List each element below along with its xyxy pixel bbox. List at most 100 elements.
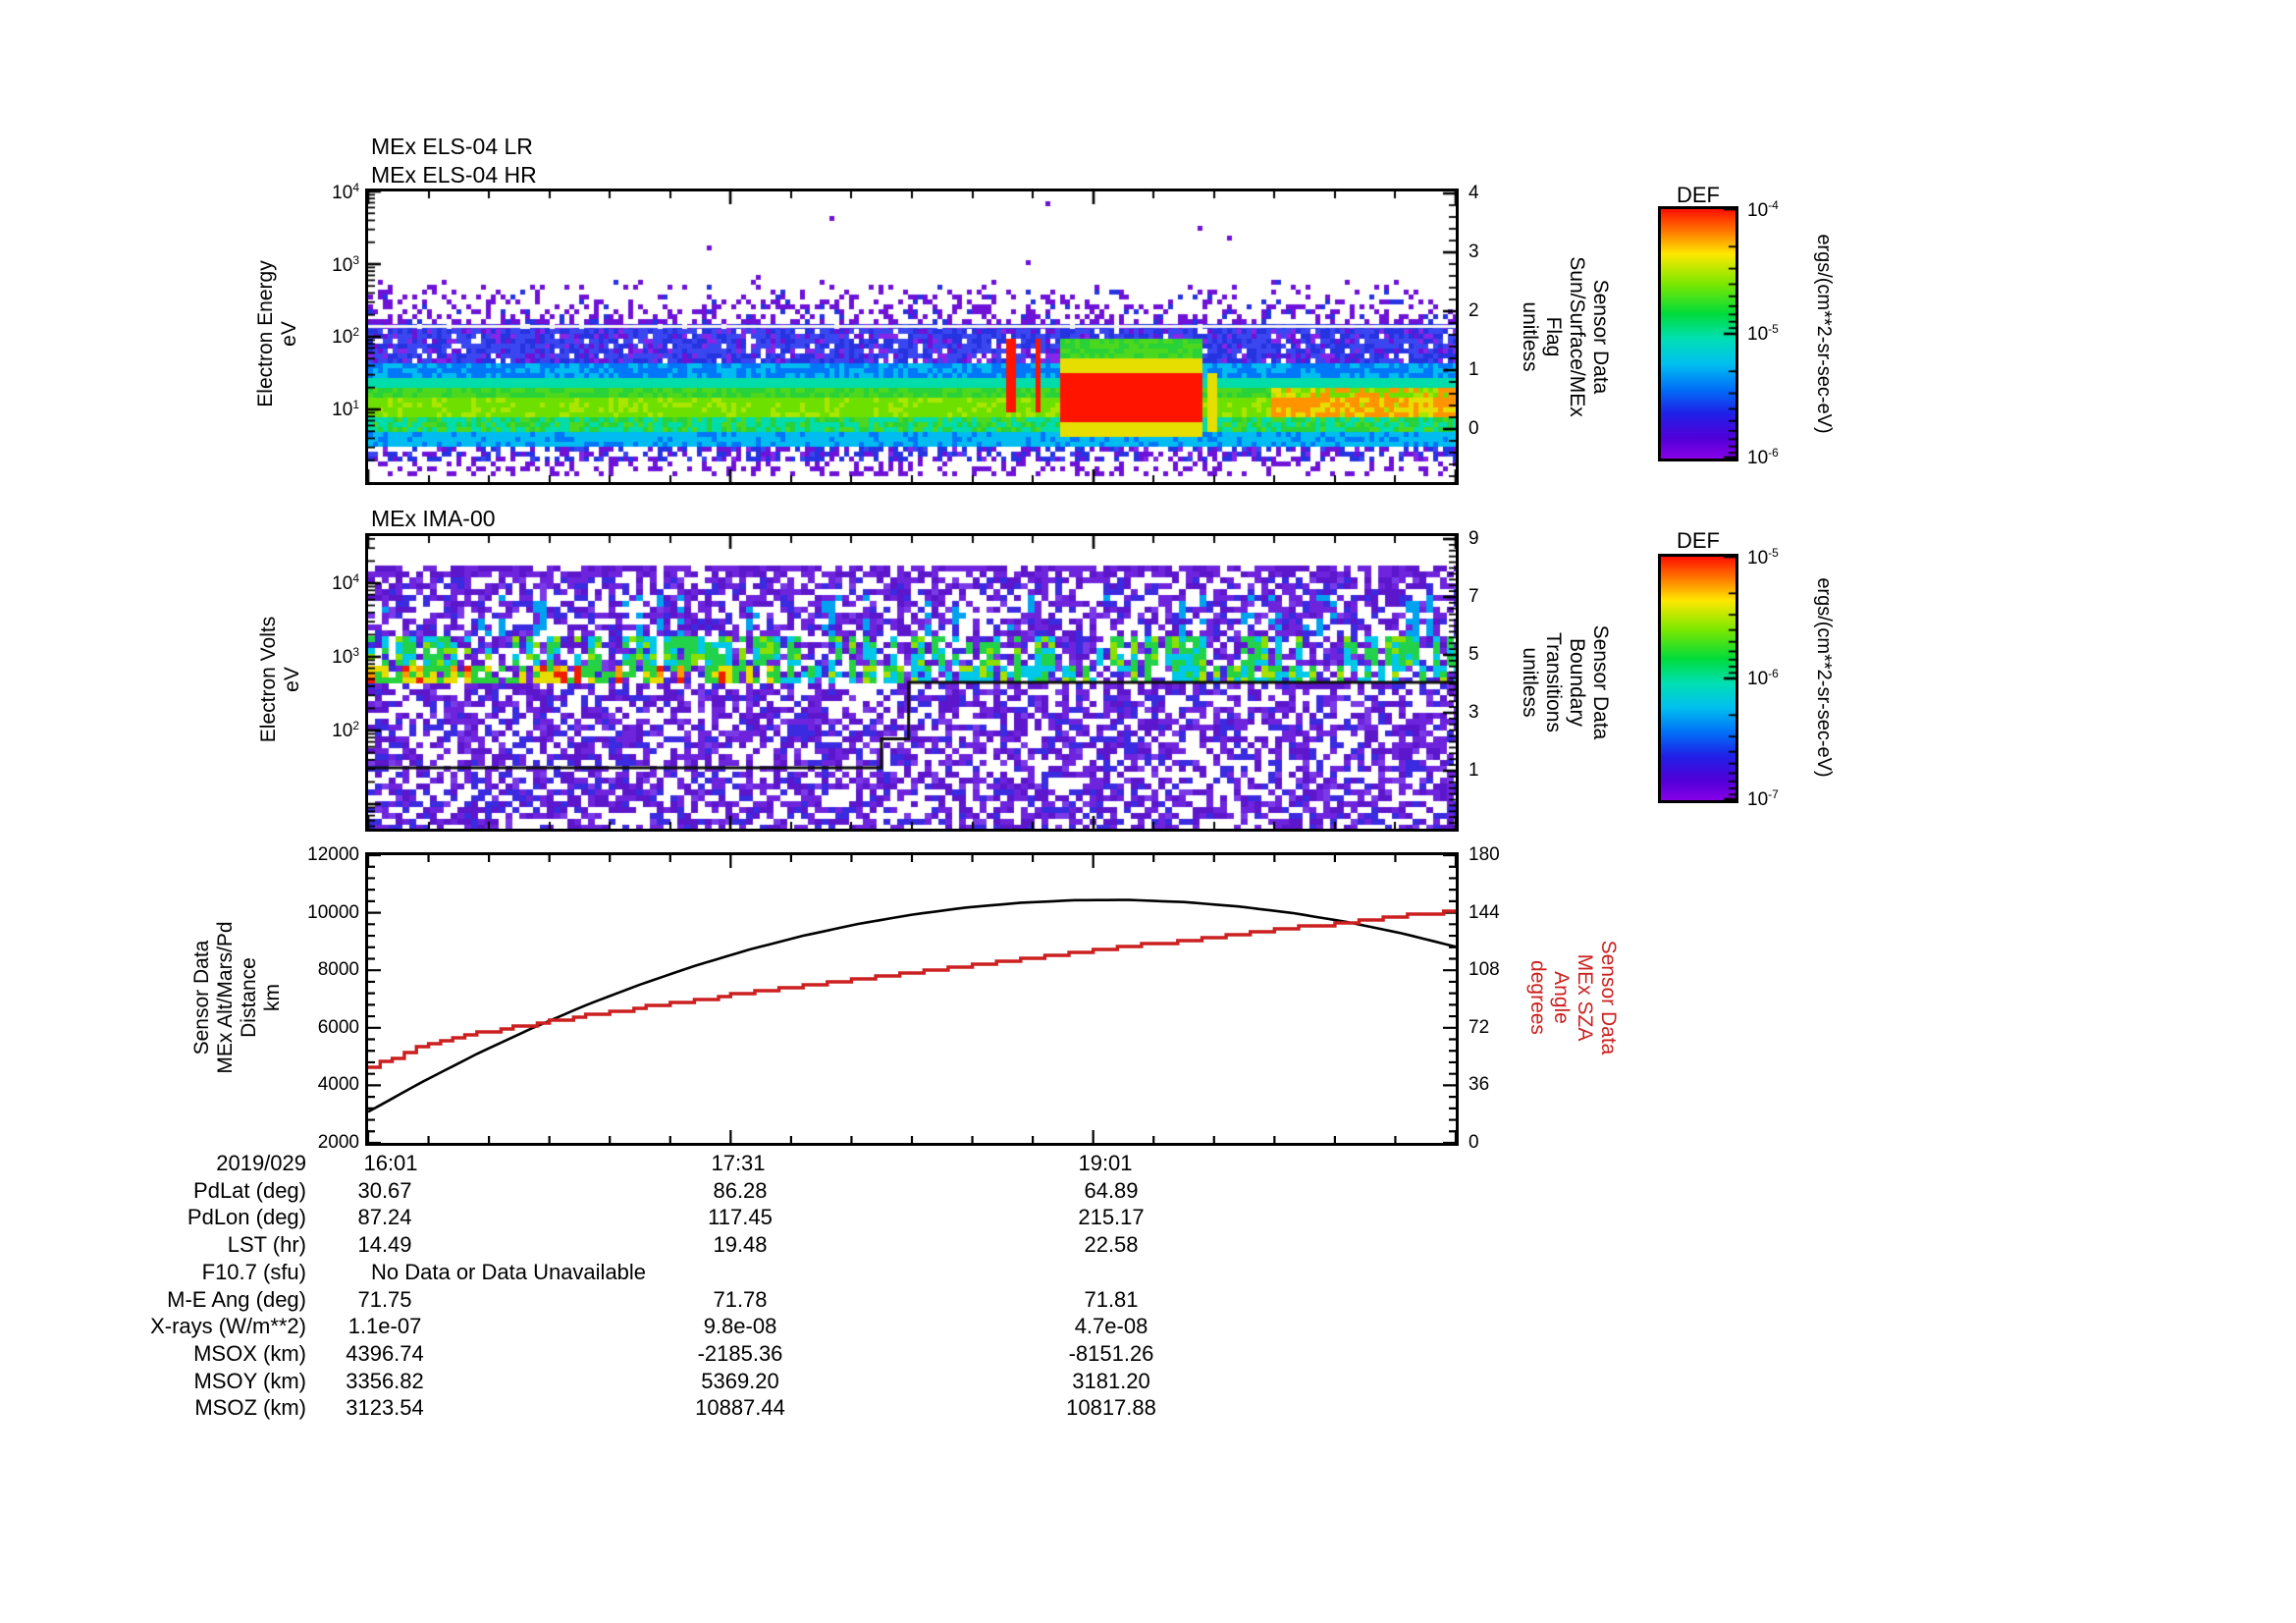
cell: 4.7e-08 [1074,1314,1148,1338]
panel3-raxis-label: Sensor Data MEx SZA Angle degrees [1525,904,1620,1091]
no-data-message: No Data or Data Unavailable [371,1260,647,1284]
row-label-lst: LST (hr) [227,1232,306,1257]
cell: 1.1e-07 [347,1314,422,1338]
panel3-rtick-108: 108 [1468,959,1500,980]
cell: 71.78 [713,1287,768,1312]
panel2-ytick-1e2: 102 [332,718,359,742]
panel2-raxis-label: Sensor Data Boundary Transitions unitles… [1518,589,1612,776]
cell: 4396.74 [346,1341,424,1366]
cell: 14.49 [357,1232,412,1257]
panel2-rtick-7: 7 [1468,586,1479,607]
panel1-raxis-line3: Flag [1542,316,1565,357]
table-row: PdLon (deg) 87.24 117.45 215.17 [0,1205,1669,1230]
cell: 3356.82 [346,1369,424,1393]
row-label-f107: F10.7 (sfu) [201,1260,306,1284]
altitude-sza-plot [365,852,1459,1146]
panel1-raxis-line2: Sun/Surface/MEx [1566,256,1588,417]
panel2-title: MEx IMA-00 [371,506,496,531]
row-label-meang: M-E Ang (deg) [167,1287,306,1312]
els-spectrogram [365,189,1459,485]
colorbar2-tick-top: 10-5 [1747,545,1779,569]
colorbar1-tick-top: 10-4 [1747,197,1779,222]
colorbar2-title: DEF [1677,528,1720,553]
panel3-rtick-0: 0 [1468,1132,1479,1153]
panel3-raxis-line4: degrees [1526,960,1549,1035]
panel3-yaxis-line3: Distance [238,957,260,1038]
colorbar1-title: DEF [1677,183,1720,207]
cell: 64.89 [1084,1178,1139,1203]
cell: 22.58 [1084,1232,1139,1257]
panel3-ytick-8000: 8000 [317,959,359,980]
panel1-rtick-2: 2 [1468,300,1479,321]
panel2-rtick-1: 1 [1468,760,1479,781]
table-row: F10.7 (sfu) No Data or Data Unavailable [0,1260,1669,1285]
row-label-date: 2019/029 [216,1151,306,1175]
panel3-raxis-line1: Sensor Data [1597,940,1620,1055]
time-tick-3: 19:01 [1078,1151,1133,1175]
panel3-yaxis-line2: MEx Alt/Mars/Pd [214,921,237,1074]
panel2-raxis-line2: Boundary [1566,638,1588,727]
panel1-ytick-1e3: 103 [332,252,359,277]
colorbar1-gradient [1658,206,1738,461]
panel3-ytick-12000: 12000 [307,844,359,865]
cell: 3181.20 [1072,1369,1150,1393]
table-row: LST (hr) 14.49 19.48 22.58 [0,1232,1669,1258]
panel2-rtick-5: 5 [1468,644,1479,665]
row-label-msoz: MSOZ (km) [194,1395,306,1420]
panel1-raxis-line4: unitless [1519,301,1541,372]
panel3-yaxis-line4: km [261,984,284,1011]
panel3-ytick-6000: 6000 [317,1017,359,1038]
panel3-ytick-2000: 2000 [317,1132,359,1153]
cell: 3123.54 [346,1395,424,1420]
cell: 30.67 [357,1178,412,1203]
table-row: PdLat (deg) 30.67 86.28 64.89 [0,1178,1669,1204]
panel1-rtick-0: 0 [1468,418,1479,439]
panel3-ytick-10000: 10000 [307,902,359,923]
panel3-raxis-line3: Angle [1550,971,1573,1024]
time-tick-2: 17:31 [711,1151,766,1175]
table-row: M-E Ang (deg) 71.75 71.78 71.81 [0,1287,1669,1313]
colorbar1-unit-label: ergs/(cm**2-sr-sec-eV) [1813,234,1835,434]
colorbar2-gradient [1658,554,1738,803]
ima-spectrogram [365,533,1459,832]
cell: 71.81 [1084,1287,1139,1312]
table-row: X-rays (W/m**2) 1.1e-07 9.8e-08 4.7e-08 [0,1314,1669,1339]
cell: 117.45 [708,1205,773,1229]
panel1-rtick-3: 3 [1468,242,1479,262]
cell: -8151.26 [1068,1341,1154,1366]
row-label-pdlon: PdLon (deg) [187,1205,306,1229]
colorbar2-tick-bot: 10-7 [1747,786,1779,811]
cell: -2185.36 [697,1341,783,1366]
table-row: 2019/029 16:01 17:31 19:01 [0,1151,1669,1176]
time-tick-1: 16:01 [363,1151,418,1175]
panel2-rtick-3: 3 [1468,702,1479,723]
panel3-ytick-4000: 4000 [317,1074,359,1095]
cell: 86.28 [713,1178,768,1203]
panel3-raxis-line2: MEx SZA [1574,953,1596,1042]
panel2-raxis-line1: Sensor Data [1589,624,1612,740]
panel1-raxis-line1: Sensor Data [1589,279,1612,395]
table-row: MSOY (km) 3356.82 5369.20 3181.20 [0,1369,1669,1394]
panel1-ytick-1e4: 104 [332,180,359,204]
colorbar1-tick-bot: 10-6 [1747,445,1779,469]
panel3-yaxis-line1: Sensor Data [190,940,213,1055]
cell: 9.8e-08 [703,1314,777,1338]
panel1-title-hr: MEx ELS-04 HR [371,162,537,188]
panel2-rtick-9: 9 [1468,528,1479,549]
panel3-rtick-72: 72 [1468,1017,1490,1038]
row-label-msoy: MSOY (km) [193,1369,306,1393]
panel1-title-lr: MEx ELS-04 LR [371,134,533,159]
cell: 5369.20 [701,1369,779,1393]
cell: 215.17 [1078,1205,1145,1229]
cell: 10817.88 [1066,1395,1156,1420]
panel2-raxis-line4: unitless [1519,647,1541,718]
colorbar2-unit-label: ergs/(cm**2-sr-sec-eV) [1813,577,1835,778]
cell: 10887.44 [695,1395,785,1420]
table-row: MSOZ (km) 3123.54 10887.44 10817.88 [0,1395,1669,1421]
panel3-rtick-180: 180 [1468,844,1500,865]
panel3-rtick-144: 144 [1468,902,1500,923]
cell: 87.24 [357,1205,412,1229]
panel2-ytick-1e4: 104 [332,570,359,595]
panel1-ytick-1e2: 102 [332,324,359,349]
